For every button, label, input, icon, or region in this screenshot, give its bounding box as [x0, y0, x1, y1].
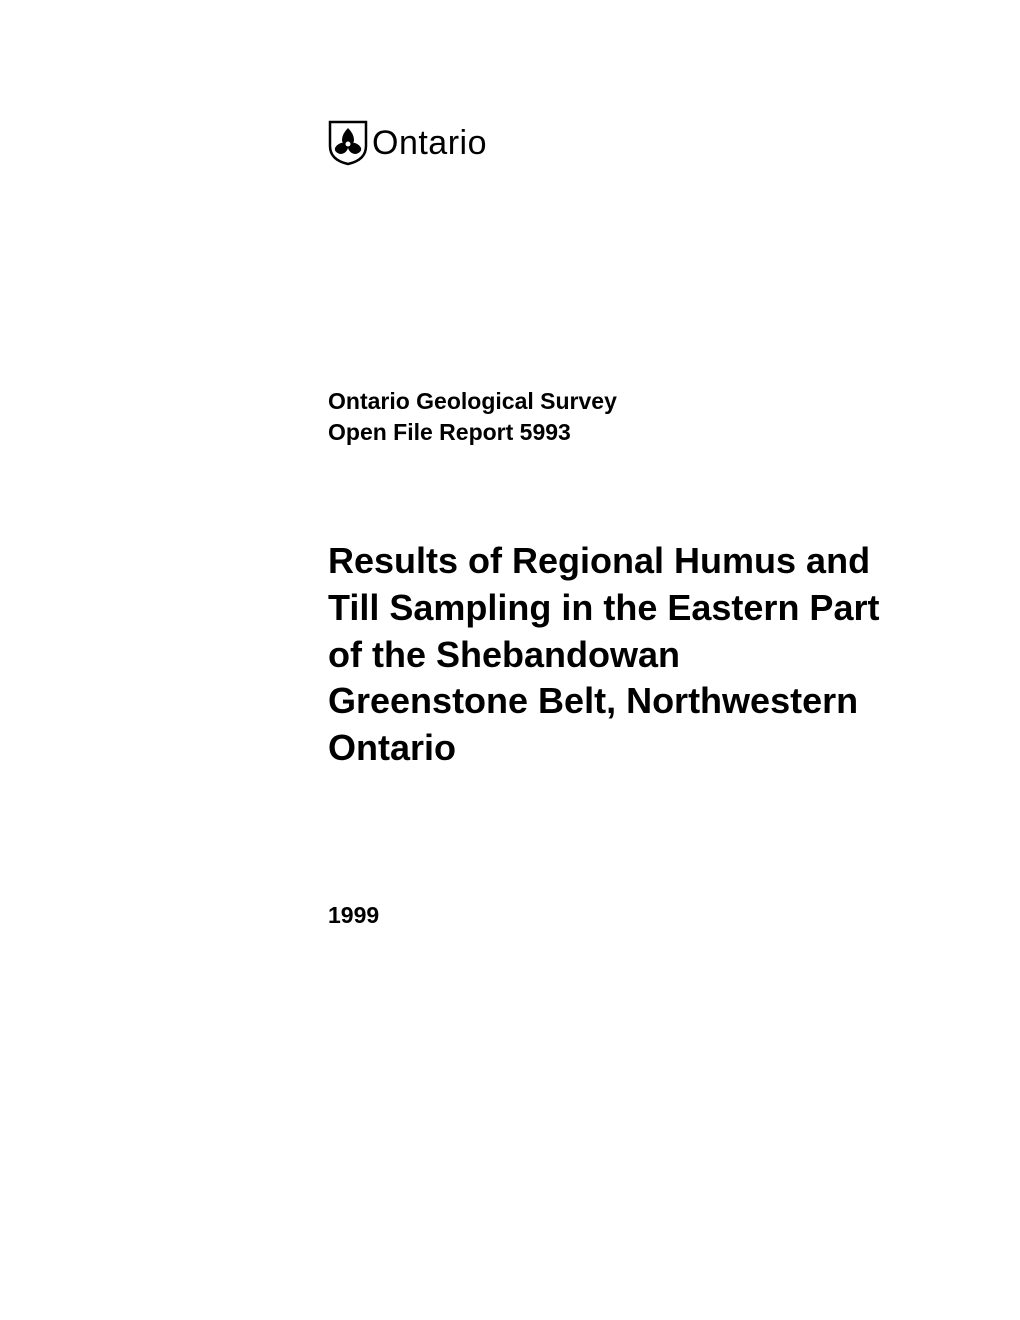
ontario-logo-block: Ontario: [328, 120, 920, 166]
report-title: Results of Regional Humus and Till Sampl…: [328, 538, 888, 772]
report-year: 1999: [328, 902, 920, 929]
cover-page: Ontario Ontario Geological Survey Open F…: [0, 0, 1020, 929]
ontario-trillium-icon: [328, 120, 368, 166]
report-series-subtitle: Ontario Geological Survey Open File Repo…: [328, 386, 920, 448]
ontario-logo-text: Ontario: [372, 124, 487, 163]
report-series-name: Ontario Geological Survey: [328, 386, 920, 417]
report-number: Open File Report 5993: [328, 417, 920, 448]
